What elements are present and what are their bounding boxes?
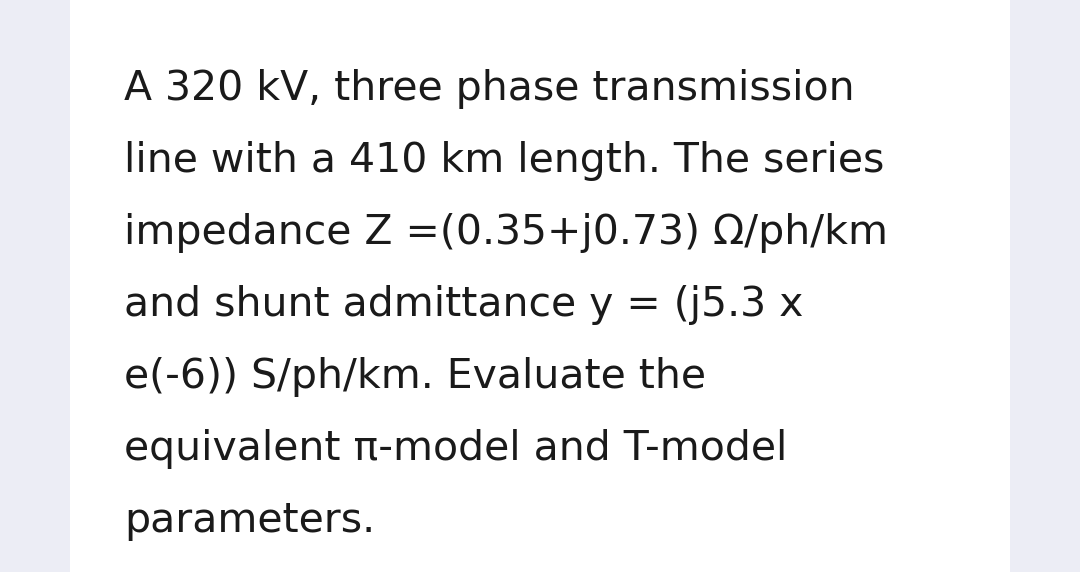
Text: e(-6)) S/ph/km. Evaluate the: e(-6)) S/ph/km. Evaluate the: [124, 357, 706, 397]
Text: parameters.: parameters.: [124, 501, 376, 541]
Text: line with a 410 km length. The series: line with a 410 km length. The series: [124, 141, 885, 181]
Text: equivalent π-model and T-model: equivalent π-model and T-model: [124, 429, 787, 469]
Text: impedance Z =(0.35+j0.73) Ω/ph/km: impedance Z =(0.35+j0.73) Ω/ph/km: [124, 213, 888, 253]
Text: A 320 kV, three phase transmission: A 320 kV, three phase transmission: [124, 69, 855, 109]
Text: and shunt admittance y = (j5.3 x: and shunt admittance y = (j5.3 x: [124, 285, 804, 325]
Bar: [70, 0, 1010, 572]
